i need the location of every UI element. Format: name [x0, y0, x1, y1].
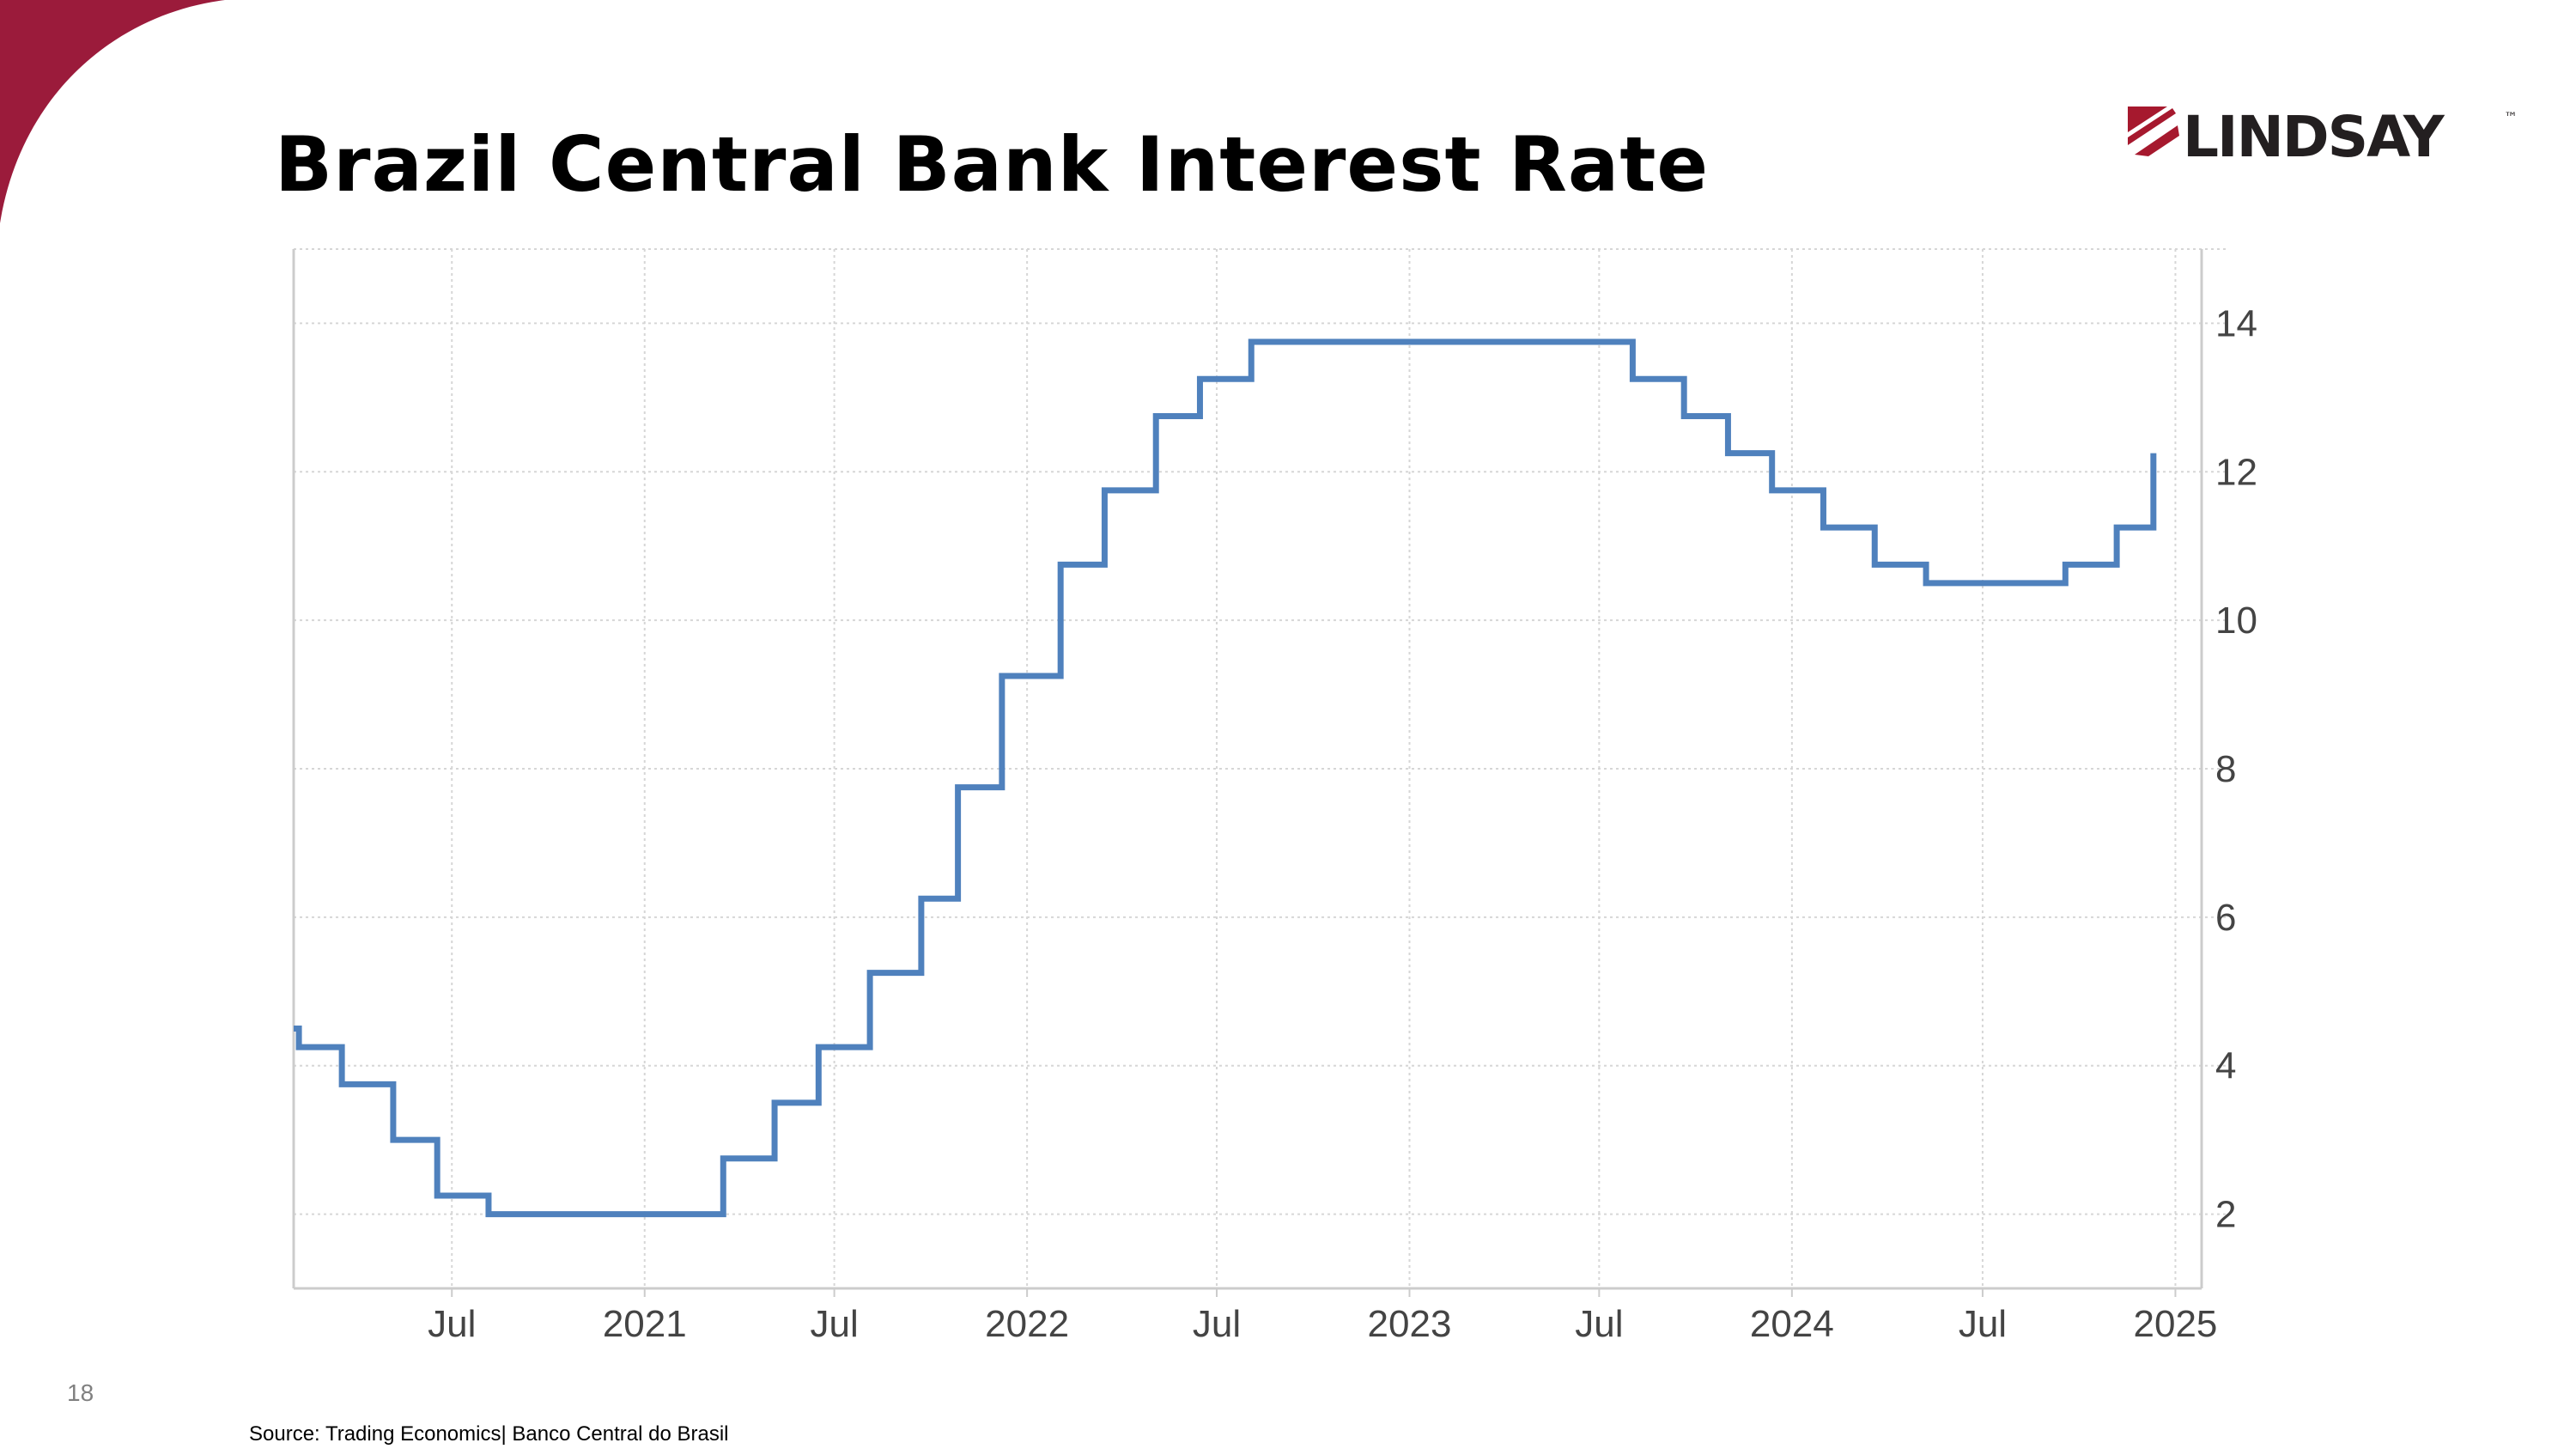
x-tick-label: 2021: [603, 1303, 687, 1345]
y-tick-label: 8: [2215, 748, 2236, 790]
x-tick-label: Jul: [810, 1303, 858, 1345]
tick-label-layer: 2 4 6 8 10 12 14 Jul 2021 Jul 2022 Jul 2023 Jul 2024 Ju…: [428, 302, 2257, 1345]
lindsay-logo: LINDSAY ™: [2128, 104, 2523, 171]
y-tick-label: 14: [2215, 302, 2257, 344]
corner-arc-shape: [0, 0, 225, 223]
logo-trademark: ™: [2504, 109, 2518, 125]
x-tick-label: Jul: [1575, 1303, 1623, 1345]
x-tick-label: 2023: [1368, 1303, 1452, 1345]
x-tick-label: 2025: [2134, 1303, 2218, 1345]
y-tick-label: 4: [2215, 1045, 2236, 1087]
y-tick-label: 2: [2215, 1194, 2236, 1236]
series-layer: [294, 338, 2157, 1218]
x-tick-label: 2022: [985, 1303, 1069, 1345]
x-tick-label: Jul: [1959, 1303, 2007, 1345]
logo-wordmark: LINDSAY: [2183, 107, 2445, 167]
x-tick-label: Jul: [1193, 1303, 1241, 1345]
logo-stripes-icon: [2128, 107, 2179, 156]
rate-series-line: [294, 338, 2157, 1218]
source-note: Source: Trading Economics| Banco Central…: [249, 1422, 729, 1446]
page-number: 18: [67, 1379, 94, 1406]
x-tick-label: Jul: [428, 1303, 476, 1345]
corner-decoration: [0, 0, 225, 223]
y-tick-label: 12: [2215, 451, 2257, 493]
grid-layer: [294, 248, 2227, 1288]
slide-title: Brazil Central Bank Interest Rate: [275, 120, 1710, 209]
axis-layer: [292, 249, 2203, 1297]
x-tick-label: 2024: [1750, 1303, 1834, 1345]
y-tick-label: 10: [2215, 600, 2257, 642]
y-tick-label: 6: [2215, 897, 2236, 939]
